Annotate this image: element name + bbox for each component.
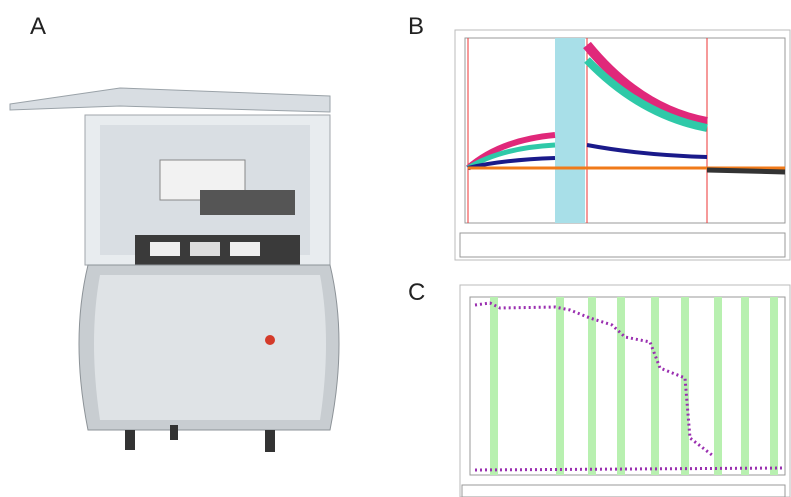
panel-label: A (30, 13, 46, 40)
chart-b (454, 29, 791, 261)
panel-label: B (408, 13, 424, 40)
panel-label: C (408, 279, 425, 306)
chart-c (459, 284, 791, 497)
instrument-photo (9, 87, 340, 452)
